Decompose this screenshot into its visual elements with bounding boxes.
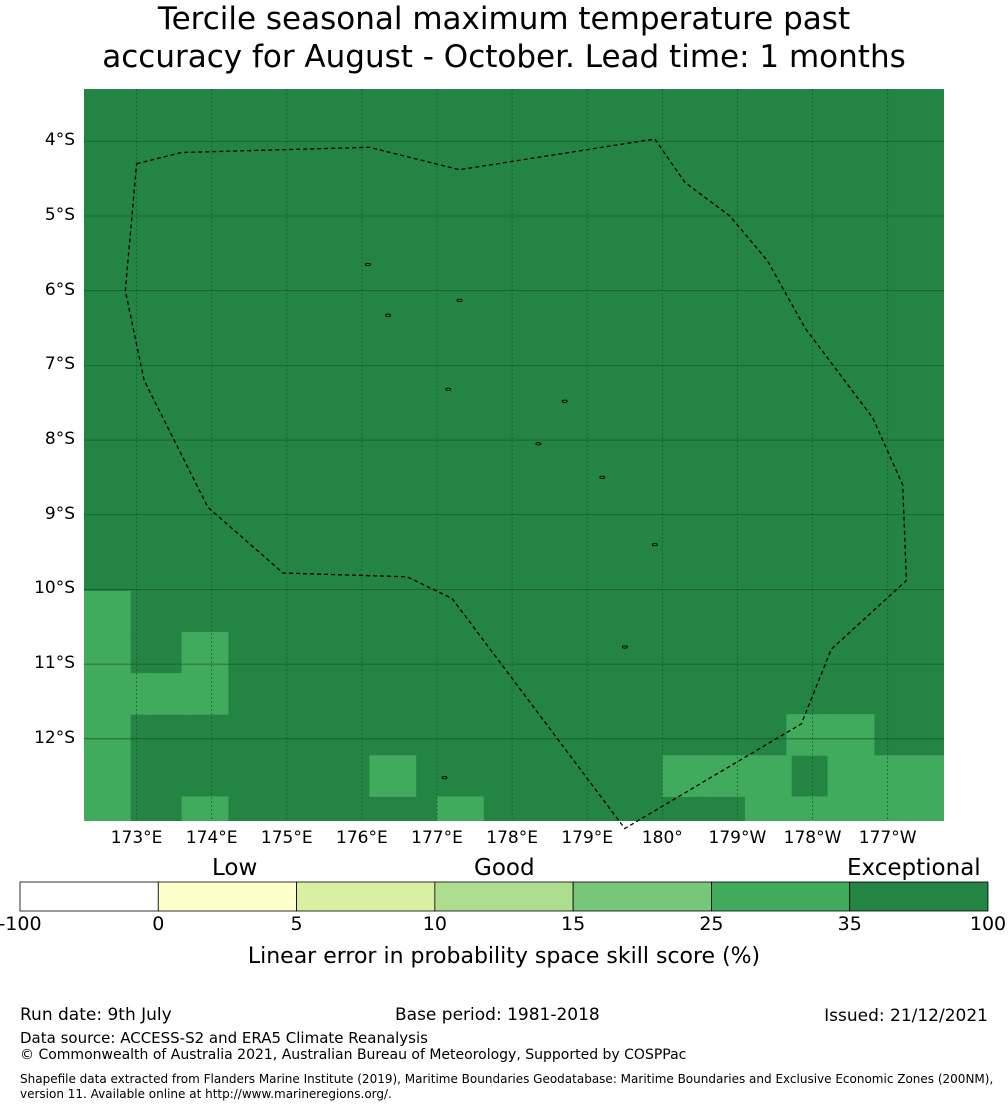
colorbar-swatch — [19, 881, 159, 912]
longitude-label: 176°E — [336, 828, 388, 848]
skill-cell — [84, 590, 131, 633]
category-label-exceptional: Exceptional — [847, 855, 981, 881]
latitude-label: 12°S — [34, 727, 75, 748]
colorbar-tick-label: 15 — [561, 913, 586, 935]
base-period: Base period: 1981-2018 — [395, 1005, 600, 1025]
skill-cell — [84, 632, 131, 674]
colorbar-swatch — [711, 881, 851, 912]
islands — [364, 262, 658, 780]
skill-cell — [181, 796, 229, 821]
skill-map — [84, 89, 944, 830]
longitude-label: 179°E — [561, 828, 614, 848]
colorbar-swatch — [434, 881, 574, 912]
graticule — [84, 89, 944, 821]
skill-cell — [786, 796, 834, 821]
skill-cell — [437, 796, 484, 821]
latitude-label: 11°S — [34, 653, 75, 674]
colorbar-tick-label: 0 — [152, 913, 165, 935]
colorbar-title: Linear error in probability space skill … — [247, 944, 761, 969]
longitude-label: 177°E — [411, 828, 463, 848]
category-label-good: Good — [474, 855, 535, 881]
skill-cell — [369, 755, 417, 797]
colorbar-swatch — [849, 881, 989, 912]
latitude-label: 9°S — [44, 503, 75, 524]
shapefile-credit-line-1: Shapefile data extracted from Flanders M… — [20, 1072, 994, 1086]
skill-cell — [181, 673, 229, 715]
island-outline — [561, 399, 568, 403]
skill-cell — [84, 755, 131, 797]
longitude-label: 178°E — [486, 828, 538, 848]
skill-cell — [84, 714, 131, 756]
copyright: © Commonwealth of Australia 2021, Austra… — [20, 1047, 687, 1063]
latitude-label: 7°S — [44, 354, 75, 375]
skill-cell — [84, 796, 131, 821]
island-outline — [599, 475, 606, 480]
latitude-label: 4°S — [44, 130, 75, 151]
island-outline — [441, 776, 448, 780]
run-date: Run date: 9th July — [20, 1005, 172, 1025]
skill-cell — [744, 755, 792, 797]
island-outline — [456, 298, 463, 303]
latitude-label: 5°S — [44, 204, 75, 225]
latitude-label: 6°S — [44, 279, 75, 300]
colorbar-swatch — [157, 881, 297, 912]
skill-cell — [703, 755, 751, 797]
skill-cell — [868, 755, 916, 797]
island-outline — [364, 262, 371, 267]
longitude-label: 173°E — [110, 828, 163, 848]
colorbar-tick-label: 10 — [422, 913, 447, 935]
skill-cell — [786, 714, 834, 756]
skill-cell — [910, 755, 944, 797]
longitude-label: 177°W — [858, 828, 917, 848]
eez-boundary — [124, 138, 908, 830]
skill-cell — [910, 796, 944, 821]
skill-cell — [868, 796, 916, 821]
data-source: Data source: ACCESS-S2 and ERA5 Climate … — [20, 1029, 428, 1047]
category-label-low: Low — [212, 855, 258, 881]
colorbar-tick-label: 35 — [837, 913, 862, 935]
longitude-label: 179°W — [708, 828, 767, 848]
colorbar-tick-label: 25 — [699, 913, 724, 935]
island-outline — [535, 442, 542, 446]
skill-cell — [181, 632, 229, 674]
map-title-line-2: accuracy for August - October. Lead time… — [102, 39, 906, 75]
skill-grid — [84, 89, 944, 821]
latitude-label: 8°S — [44, 429, 75, 450]
issued-date: Issued: 21/12/2021 — [824, 1006, 988, 1026]
shapefile-credit-line-2: version 11. Available online at http://w… — [20, 1087, 392, 1101]
colorbar — [19, 881, 989, 912]
island-outline — [651, 542, 658, 547]
island-outline — [445, 387, 452, 391]
skill-cell — [744, 796, 792, 821]
colorbar-tick-label: -100 — [0, 913, 42, 935]
skill-cell — [662, 755, 710, 797]
skill-cell — [827, 796, 875, 821]
island-outline — [385, 313, 392, 317]
island-outline — [621, 645, 628, 649]
longitude-label: 180° — [641, 828, 683, 848]
longitude-label: 174°E — [185, 828, 238, 848]
map-title-line-1: Tercile seasonal maximum temperature pas… — [157, 1, 851, 37]
colorbar-swatch — [296, 881, 436, 912]
colorbar-tick-label: 100 — [969, 913, 1007, 935]
longitude-label: 178°W — [783, 828, 842, 848]
longitude-label: 175°E — [260, 828, 313, 848]
colorbar-tick-label: 5 — [290, 913, 303, 935]
latitude-label: 10°S — [34, 578, 75, 599]
skill-cell — [827, 714, 875, 756]
skill-cell — [827, 755, 875, 797]
colorbar-swatch — [572, 881, 712, 912]
